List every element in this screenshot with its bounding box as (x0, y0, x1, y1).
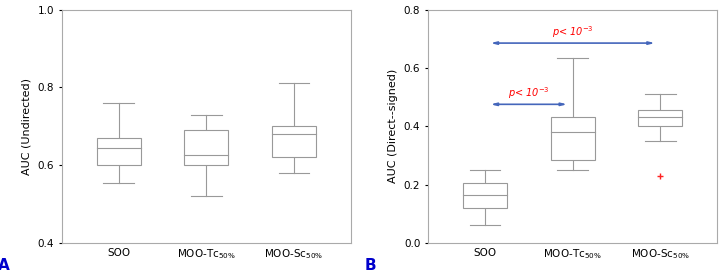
Bar (638, 110, 683, 126)
Text: A: A (0, 258, 9, 273)
Bar (272, 126, 316, 157)
Bar (97, 138, 140, 165)
Text: p< 10$^{-3}$: p< 10$^{-3}$ (552, 24, 594, 39)
Text: p< 10$^{-3}$: p< 10$^{-3}$ (508, 85, 549, 101)
Y-axis label: AUC (Direct--signed): AUC (Direct--signed) (388, 69, 398, 183)
Bar (551, 118, 594, 160)
Bar (184, 130, 228, 165)
Text: B: B (364, 258, 376, 273)
Y-axis label: AUC (Undirected): AUC (Undirected) (22, 78, 32, 175)
Bar (463, 183, 507, 208)
